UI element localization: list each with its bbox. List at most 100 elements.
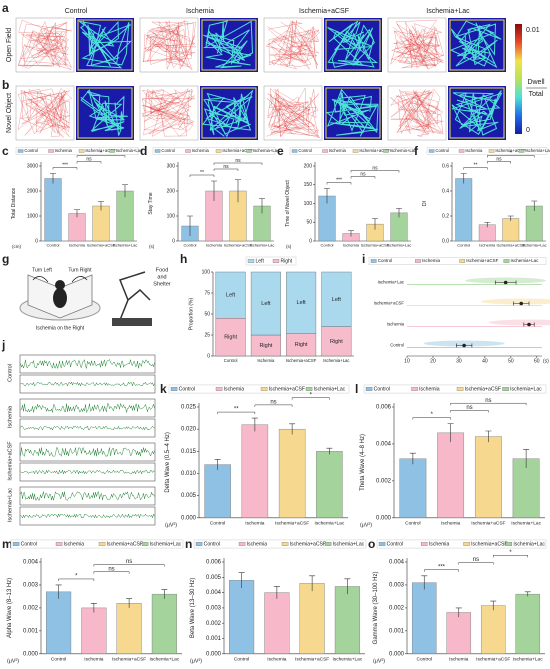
legend-label: Control [374,386,390,392]
legend-box [426,147,548,155]
bar [151,593,177,655]
segment-label: Left [226,293,236,299]
y-tick-label: 0 [172,238,175,244]
mouse-head [55,280,65,290]
bar [474,436,502,518]
error-bar [484,221,491,228]
legend-label: Ischemia+Lac [333,541,365,547]
error-bar [460,173,467,184]
column-header: Control [65,8,88,15]
legend-swatch [246,149,252,153]
legend-swatch [185,149,191,153]
heat-trace [202,89,254,138]
panel-letter: g [2,252,9,266]
bar [399,458,427,518]
significance-label: ns [485,398,491,404]
legend-swatch [154,149,161,153]
x-tick-label: Ischemia+aCSF [87,243,116,248]
legend-swatch [305,387,313,391]
distribution [423,340,505,347]
significance-bracket [76,161,102,164]
legend-label: Ischemia+aCSF [85,148,116,153]
y-tick-label: 0.001 [23,628,39,634]
panel-letter: n [185,537,192,551]
error-bar [344,578,351,595]
significance-bracket [52,167,78,170]
segment-label: Right [224,335,237,341]
bar [278,428,306,519]
maze-label: Shelter [153,281,171,287]
x-tick-label: Control [457,243,470,248]
significance-bracket [412,417,451,420]
y-tick-label: 0.002 [376,478,392,484]
error-bar [326,447,333,455]
y-tick-label: 0.002 [389,605,405,611]
legend-swatch [459,259,466,263]
legend-label: Control [435,148,449,153]
mean-point [462,343,466,348]
x-axis-label: (s) [543,358,549,364]
y-tick-label: 0.0 [442,238,449,244]
significance-bracket [213,162,263,165]
unit-label: (μV²) [360,522,372,528]
bar [46,591,72,655]
row-label: Ischemia [7,405,13,428]
error-bar [55,584,62,599]
error-bar [372,218,378,230]
x-tick-label: Ischemia [449,656,469,662]
mean-point [527,322,531,327]
error-bar [324,188,330,204]
y-tick-label: 25 [204,332,210,338]
legend-swatch [324,542,332,546]
x-tick-label: Ischemia+aCSF [471,520,505,526]
segment-label: Right [295,342,308,348]
legend-swatch [238,542,246,546]
y-tick-label: 0.006 [206,560,222,566]
bar [515,593,541,655]
x-tick-label: Ischemia+Lac [522,243,547,248]
significance-label: ns [108,566,114,572]
y-axis-label: Delta Wave (0.5–4 Hz) [165,432,171,492]
legend-box [193,539,367,549]
bar [264,592,290,654]
y-tick-label: 0.005 [206,575,222,581]
legend-swatch [505,542,513,546]
legend-swatch [503,259,510,263]
x-tick-label: Control [321,243,334,248]
error-bar [98,201,104,211]
panel-letter: j [1,338,5,352]
x-tick-label: Control [210,520,225,526]
legend-swatch [195,542,203,546]
legend-label: Ischemia+Lac [513,541,545,547]
trace-box [139,85,199,141]
colorbar-label: Total [529,91,544,98]
segment-label: Left [332,297,342,303]
y-tick-label: 75 [204,290,210,296]
legend-label: Ischemia [224,386,245,392]
legend-label: Ischemia+Lac [525,148,550,153]
legend-label: Right [281,258,293,264]
error-bar [187,215,193,236]
error-bar [126,598,133,608]
y-axis-label: Total Distance [11,188,17,220]
maze-label: Turn Left [32,267,52,273]
y-tick-label: 0.6 [442,163,449,169]
legend-swatch [421,542,428,546]
significance-label: ns [360,171,366,177]
legend-box [10,539,184,549]
x-tick-label: Ischemia [84,656,104,662]
x-tick-label: Control [417,656,432,662]
y-tick-label: Ischemia [387,322,405,327]
bar [92,205,110,242]
legend-label: Ischemia+aCSF [359,148,390,153]
legend-swatch [12,542,20,546]
heat-border [449,87,505,139]
y-tick-label: 200 [167,188,176,194]
legend-swatch [260,387,268,391]
y-tick-label: 0.025 [181,405,197,411]
legend-swatch [458,149,465,153]
bar-segment [215,318,246,357]
error-bar [531,200,538,211]
x-tick-label: Ischemia+Lac [113,243,138,248]
x-tick-label: Ischemia+Lac [387,243,412,248]
